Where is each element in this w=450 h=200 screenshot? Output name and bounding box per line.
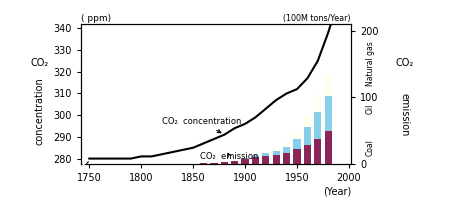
Bar xyxy=(324,131,332,164)
Bar xyxy=(210,163,217,164)
Bar xyxy=(252,157,259,164)
Text: Natural gas: Natural gas xyxy=(366,41,375,86)
Bar xyxy=(231,161,238,164)
Bar xyxy=(324,75,332,96)
Text: Oil: Oil xyxy=(366,103,375,114)
Bar xyxy=(304,116,311,127)
Text: emission: emission xyxy=(400,93,410,137)
Bar xyxy=(314,95,321,112)
Bar xyxy=(324,96,332,131)
Bar xyxy=(314,139,321,164)
Bar xyxy=(273,149,280,151)
Text: (Year): (Year) xyxy=(323,186,351,196)
Text: CO₂  emission: CO₂ emission xyxy=(200,152,259,161)
Bar xyxy=(283,143,290,147)
Text: ( ppm): ( ppm) xyxy=(81,14,111,23)
Bar xyxy=(283,147,290,153)
Text: CO₂  concentration: CO₂ concentration xyxy=(162,117,241,133)
Bar xyxy=(273,151,280,155)
Text: concentration: concentration xyxy=(34,77,44,145)
Text: CO₂: CO₂ xyxy=(396,58,414,68)
Text: CO₂: CO₂ xyxy=(30,58,48,68)
Bar xyxy=(200,163,207,164)
Bar xyxy=(314,112,321,139)
Bar xyxy=(273,155,280,164)
Bar xyxy=(242,159,249,164)
Bar xyxy=(304,127,311,145)
Bar xyxy=(304,145,311,164)
Bar xyxy=(293,133,301,139)
Bar xyxy=(262,156,270,164)
Bar xyxy=(293,149,301,164)
Bar xyxy=(293,139,301,149)
Bar xyxy=(283,153,290,164)
Bar xyxy=(262,153,270,156)
Text: (100M tons/Year): (100M tons/Year) xyxy=(284,14,351,23)
Bar xyxy=(252,155,259,157)
Bar xyxy=(220,162,228,164)
Bar xyxy=(242,158,249,159)
Text: Coal: Coal xyxy=(366,139,375,156)
